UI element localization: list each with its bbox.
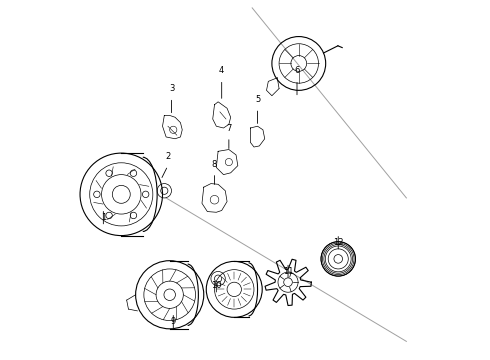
Text: 6: 6	[294, 66, 300, 75]
Text: 4: 4	[219, 66, 224, 75]
Text: 3: 3	[169, 84, 174, 93]
Text: 11: 11	[283, 267, 294, 276]
Text: 5: 5	[255, 95, 260, 104]
Text: 8: 8	[212, 159, 217, 168]
Text: 9: 9	[171, 317, 176, 326]
Text: 7: 7	[226, 124, 232, 133]
Text: 2: 2	[165, 152, 171, 161]
Text: 12: 12	[333, 238, 343, 247]
Text: 1: 1	[101, 213, 106, 222]
Text: 10: 10	[211, 282, 221, 291]
